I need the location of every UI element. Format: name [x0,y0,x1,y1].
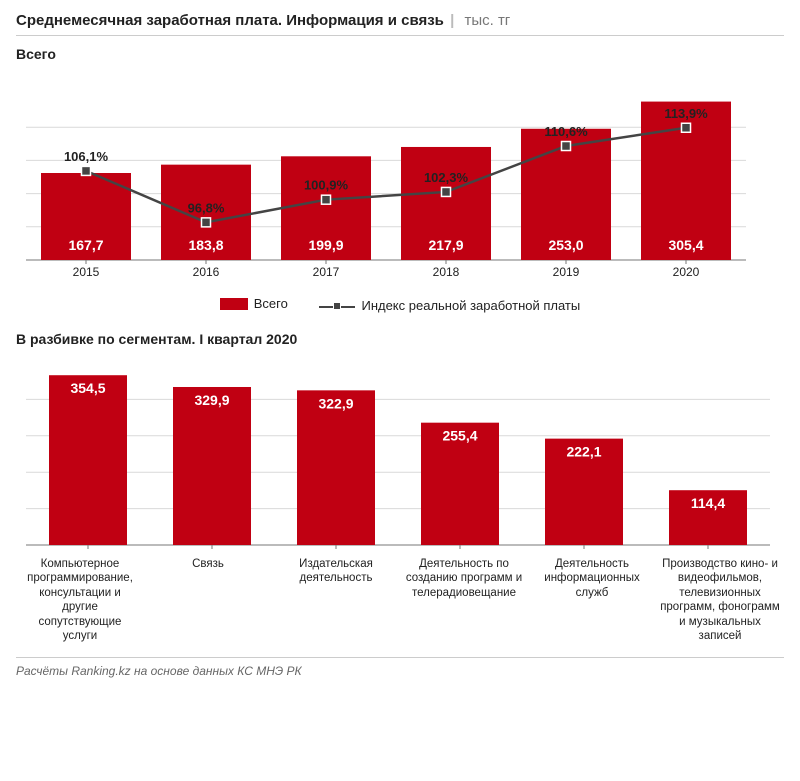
title-separator: | [450,12,454,29]
chart1-legend: Всего Индекс реальной заработной платы [16,296,784,313]
svg-text:2019: 2019 [553,265,580,279]
svg-text:102,3%: 102,3% [424,170,469,185]
chart2-category: Связь [144,557,272,571]
svg-text:106,1%: 106,1% [64,149,109,164]
title-main: Среднемесячная заработная плата. Информа… [16,12,444,29]
chart1-svg: 167,7 2015 183,8 2016 199,9 2017 217,9 2018 253,… [16,68,784,288]
chart2-title: В разбивке по сегментам. I квартал 2020 [16,331,784,347]
svg-text:255,4: 255,4 [442,428,477,444]
svg-text:329,9: 329,9 [194,392,229,408]
svg-text:305,4: 305,4 [668,237,703,253]
svg-text:199,9: 199,9 [308,237,343,253]
chart2-category: Производство кино- и видеофильмов, телев… [656,557,784,643]
svg-text:222,1: 222,1 [566,444,601,460]
chart2-svg: 354,5 329,9 322,9 255,4 222,1 114,4 [16,353,784,553]
svg-text:2017: 2017 [313,265,340,279]
legend-line-swatch [319,300,355,312]
chart1-title: Всего [16,46,784,62]
chart2-category: Деятельность информационных служб [528,557,656,600]
svg-text:2016: 2016 [193,265,220,279]
title-divider [16,35,784,36]
svg-text:96,8%: 96,8% [188,200,225,215]
chart2-category-labels: Компьютерное программирование, консульта… [16,557,784,643]
footer-text: Расчёты Ranking.kz на основе данных КС М… [16,664,784,678]
svg-text:2015: 2015 [73,265,100,279]
chart2-category: Издательская деятельность [272,557,400,586]
svg-text:322,9: 322,9 [318,395,353,411]
svg-text:217,9: 217,9 [428,237,463,253]
legend-bar-label: Всего [254,296,288,311]
svg-text:183,8: 183,8 [188,237,223,253]
legend-bar: Всего [220,296,288,311]
svg-text:100,9%: 100,9% [304,178,349,193]
svg-text:114,4: 114,4 [691,495,725,511]
footer-divider [16,657,784,658]
svg-text:113,9%: 113,9% [664,106,708,121]
legend-line-label: Индекс реальной заработной платы [361,298,580,313]
legend-bar-swatch [220,298,248,310]
svg-text:253,0: 253,0 [548,237,583,253]
svg-text:110,6%: 110,6% [544,124,588,139]
title-unit: тыс. тг [464,12,510,29]
chart2-category: Компьютерное программирование, консульта… [16,557,144,643]
chart2: 354,5 329,9 322,9 255,4 222,1 114,4 [16,353,784,553]
svg-text:167,7: 167,7 [68,237,103,253]
legend-line: Индекс реальной заработной платы [319,298,580,313]
svg-text:2018: 2018 [433,265,460,279]
chart1: 167,7 2015 183,8 2016 199,9 2017 217,9 2018 253,… [16,68,784,288]
svg-text:354,5: 354,5 [70,380,105,396]
chart2-category: Деятельность по созданию программ и теле… [400,557,528,600]
svg-text:2020: 2020 [673,265,700,279]
page-title: Среднемесячная заработная плата. Информа… [16,12,784,29]
